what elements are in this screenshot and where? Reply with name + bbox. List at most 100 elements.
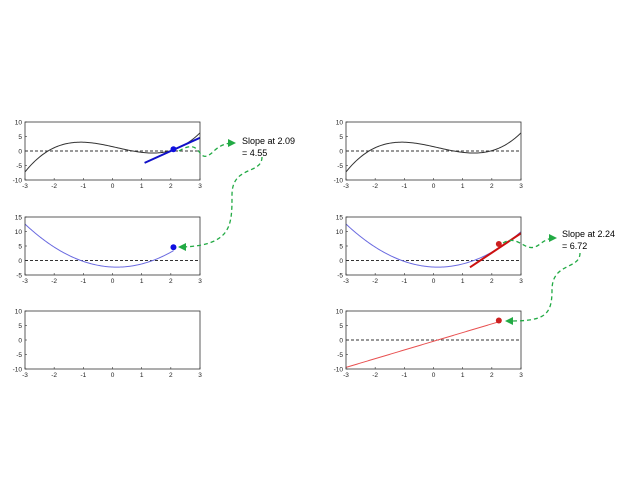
x-tick-label: 1 [461, 183, 465, 190]
y-tick-label: 15 [15, 214, 23, 221]
x-tick-label: 1 [461, 372, 465, 379]
y-tick-label: 0 [339, 337, 343, 344]
y-tick-label: -5 [337, 163, 343, 170]
x-tick-label: -3 [343, 278, 349, 285]
tangent-line [469, 232, 521, 269]
y-tick-label: 5 [339, 134, 343, 141]
y-tick-label: 10 [336, 119, 344, 126]
y-tick-label: -10 [13, 366, 23, 373]
y-tick-label: 5 [18, 134, 22, 141]
series-curve-f [346, 132, 521, 173]
x-tick-label: 3 [519, 183, 523, 190]
series-curve-df [25, 223, 174, 268]
x-tick-label: -2 [51, 372, 57, 379]
annotation-right: Slope at 2.24 = 6.72 [502, 229, 615, 325]
highlight-point [170, 244, 177, 251]
x-tick-label: 2 [169, 278, 173, 285]
annotation-left-arrow-top [178, 142, 235, 157]
chart-panel-df-left: -3 -2 -1 0 1 2 3 15 10 5 0 -5 [15, 214, 202, 285]
x-tick-label: -2 [51, 278, 57, 285]
x-tick-label: 0 [432, 372, 436, 379]
annotation-left-arrowhead-bottom [178, 243, 186, 251]
y-tick-label: 10 [15, 229, 23, 236]
y-tick-label: 10 [15, 308, 23, 315]
series-curve-f [25, 132, 200, 173]
annotation-right-line1: Slope at 2.24 [562, 229, 615, 239]
x-tick-label: 2 [490, 372, 494, 379]
chart-panel-df-right: -3 -2 -1 0 1 2 3 15 10 5 0 -5 [336, 214, 523, 285]
x-tick-label: 3 [198, 372, 202, 379]
axes-frame [345, 216, 522, 276]
x-tick-label: 1 [461, 278, 465, 285]
x-tick-label: -2 [372, 183, 378, 190]
annotation-left-line2: = 4.55 [242, 148, 267, 158]
x-tick-label: 1 [140, 372, 144, 379]
annotation-right-arrowhead-top [549, 234, 557, 242]
x-tick-label: -1 [401, 183, 407, 190]
annotation-left-arrow-bottom [182, 156, 263, 248]
y-tick-label: 15 [336, 214, 344, 221]
x-tick-label: -2 [372, 372, 378, 379]
x-tick-label: 3 [519, 278, 523, 285]
x-tick-label: 0 [111, 278, 115, 285]
x-tick-label: -1 [80, 372, 86, 379]
x-tick-label: 0 [432, 278, 436, 285]
x-tick-label: 1 [140, 278, 144, 285]
y-tick-label: 5 [18, 243, 22, 250]
x-tick-label: 2 [490, 278, 494, 285]
x-tick-label: -2 [51, 183, 57, 190]
annotation-left-arrowhead-top [228, 139, 236, 147]
annotation-left: Slope at 2.09 = 4.55 [178, 136, 295, 251]
y-tick-label: 0 [339, 258, 343, 265]
y-tick-label: 10 [336, 229, 344, 236]
x-tick-label: 3 [198, 278, 202, 285]
annotation-right-arrowhead-bottom [505, 317, 513, 325]
y-tick-label: -10 [13, 177, 23, 184]
y-tick-label: -5 [16, 352, 22, 359]
x-tick-label: -3 [343, 372, 349, 379]
y-tick-label: -5 [337, 352, 343, 359]
axes-frame [24, 310, 201, 370]
x-tick-label: -1 [80, 183, 86, 190]
y-tick-label: 0 [18, 258, 22, 265]
y-tick-label: 0 [18, 337, 22, 344]
x-tick-label: -3 [343, 183, 349, 190]
x-tick-label: 3 [198, 183, 202, 190]
x-tick-label: -3 [22, 278, 28, 285]
y-tick-label: 10 [15, 119, 23, 126]
x-tick-label: -1 [80, 278, 86, 285]
x-tick-label: 0 [111, 183, 115, 190]
y-tick-label: 5 [18, 323, 22, 330]
annotation-right-arrow-bottom [509, 252, 581, 322]
x-tick-label: 0 [111, 372, 115, 379]
y-tick-label: -10 [334, 177, 344, 184]
y-tick-label: 5 [339, 323, 343, 330]
x-tick-label: -1 [401, 278, 407, 285]
y-tick-label: 5 [339, 243, 343, 250]
x-tick-label: 1 [140, 183, 144, 190]
y-tick-label: 0 [18, 148, 22, 155]
highlight-point [495, 240, 502, 247]
annotation-left-line1: Slope at 2.09 [242, 136, 295, 146]
x-tick-label: -2 [372, 278, 378, 285]
highlight-point [170, 146, 177, 153]
y-tick-label: -10 [334, 366, 344, 373]
y-tick-label: 0 [339, 148, 343, 155]
series-curve-ddf [346, 321, 499, 368]
x-tick-label: 3 [519, 372, 523, 379]
y-tick-label: -5 [16, 272, 22, 279]
annotation-right-line2: = 6.72 [562, 241, 587, 251]
y-tick-label: 10 [336, 308, 344, 315]
y-tick-label: -5 [16, 163, 22, 170]
x-tick-label: 0 [432, 183, 436, 190]
x-tick-label: -3 [22, 372, 28, 379]
x-tick-label: -3 [22, 183, 28, 190]
x-tick-label: 2 [490, 183, 494, 190]
x-tick-label: -1 [401, 372, 407, 379]
